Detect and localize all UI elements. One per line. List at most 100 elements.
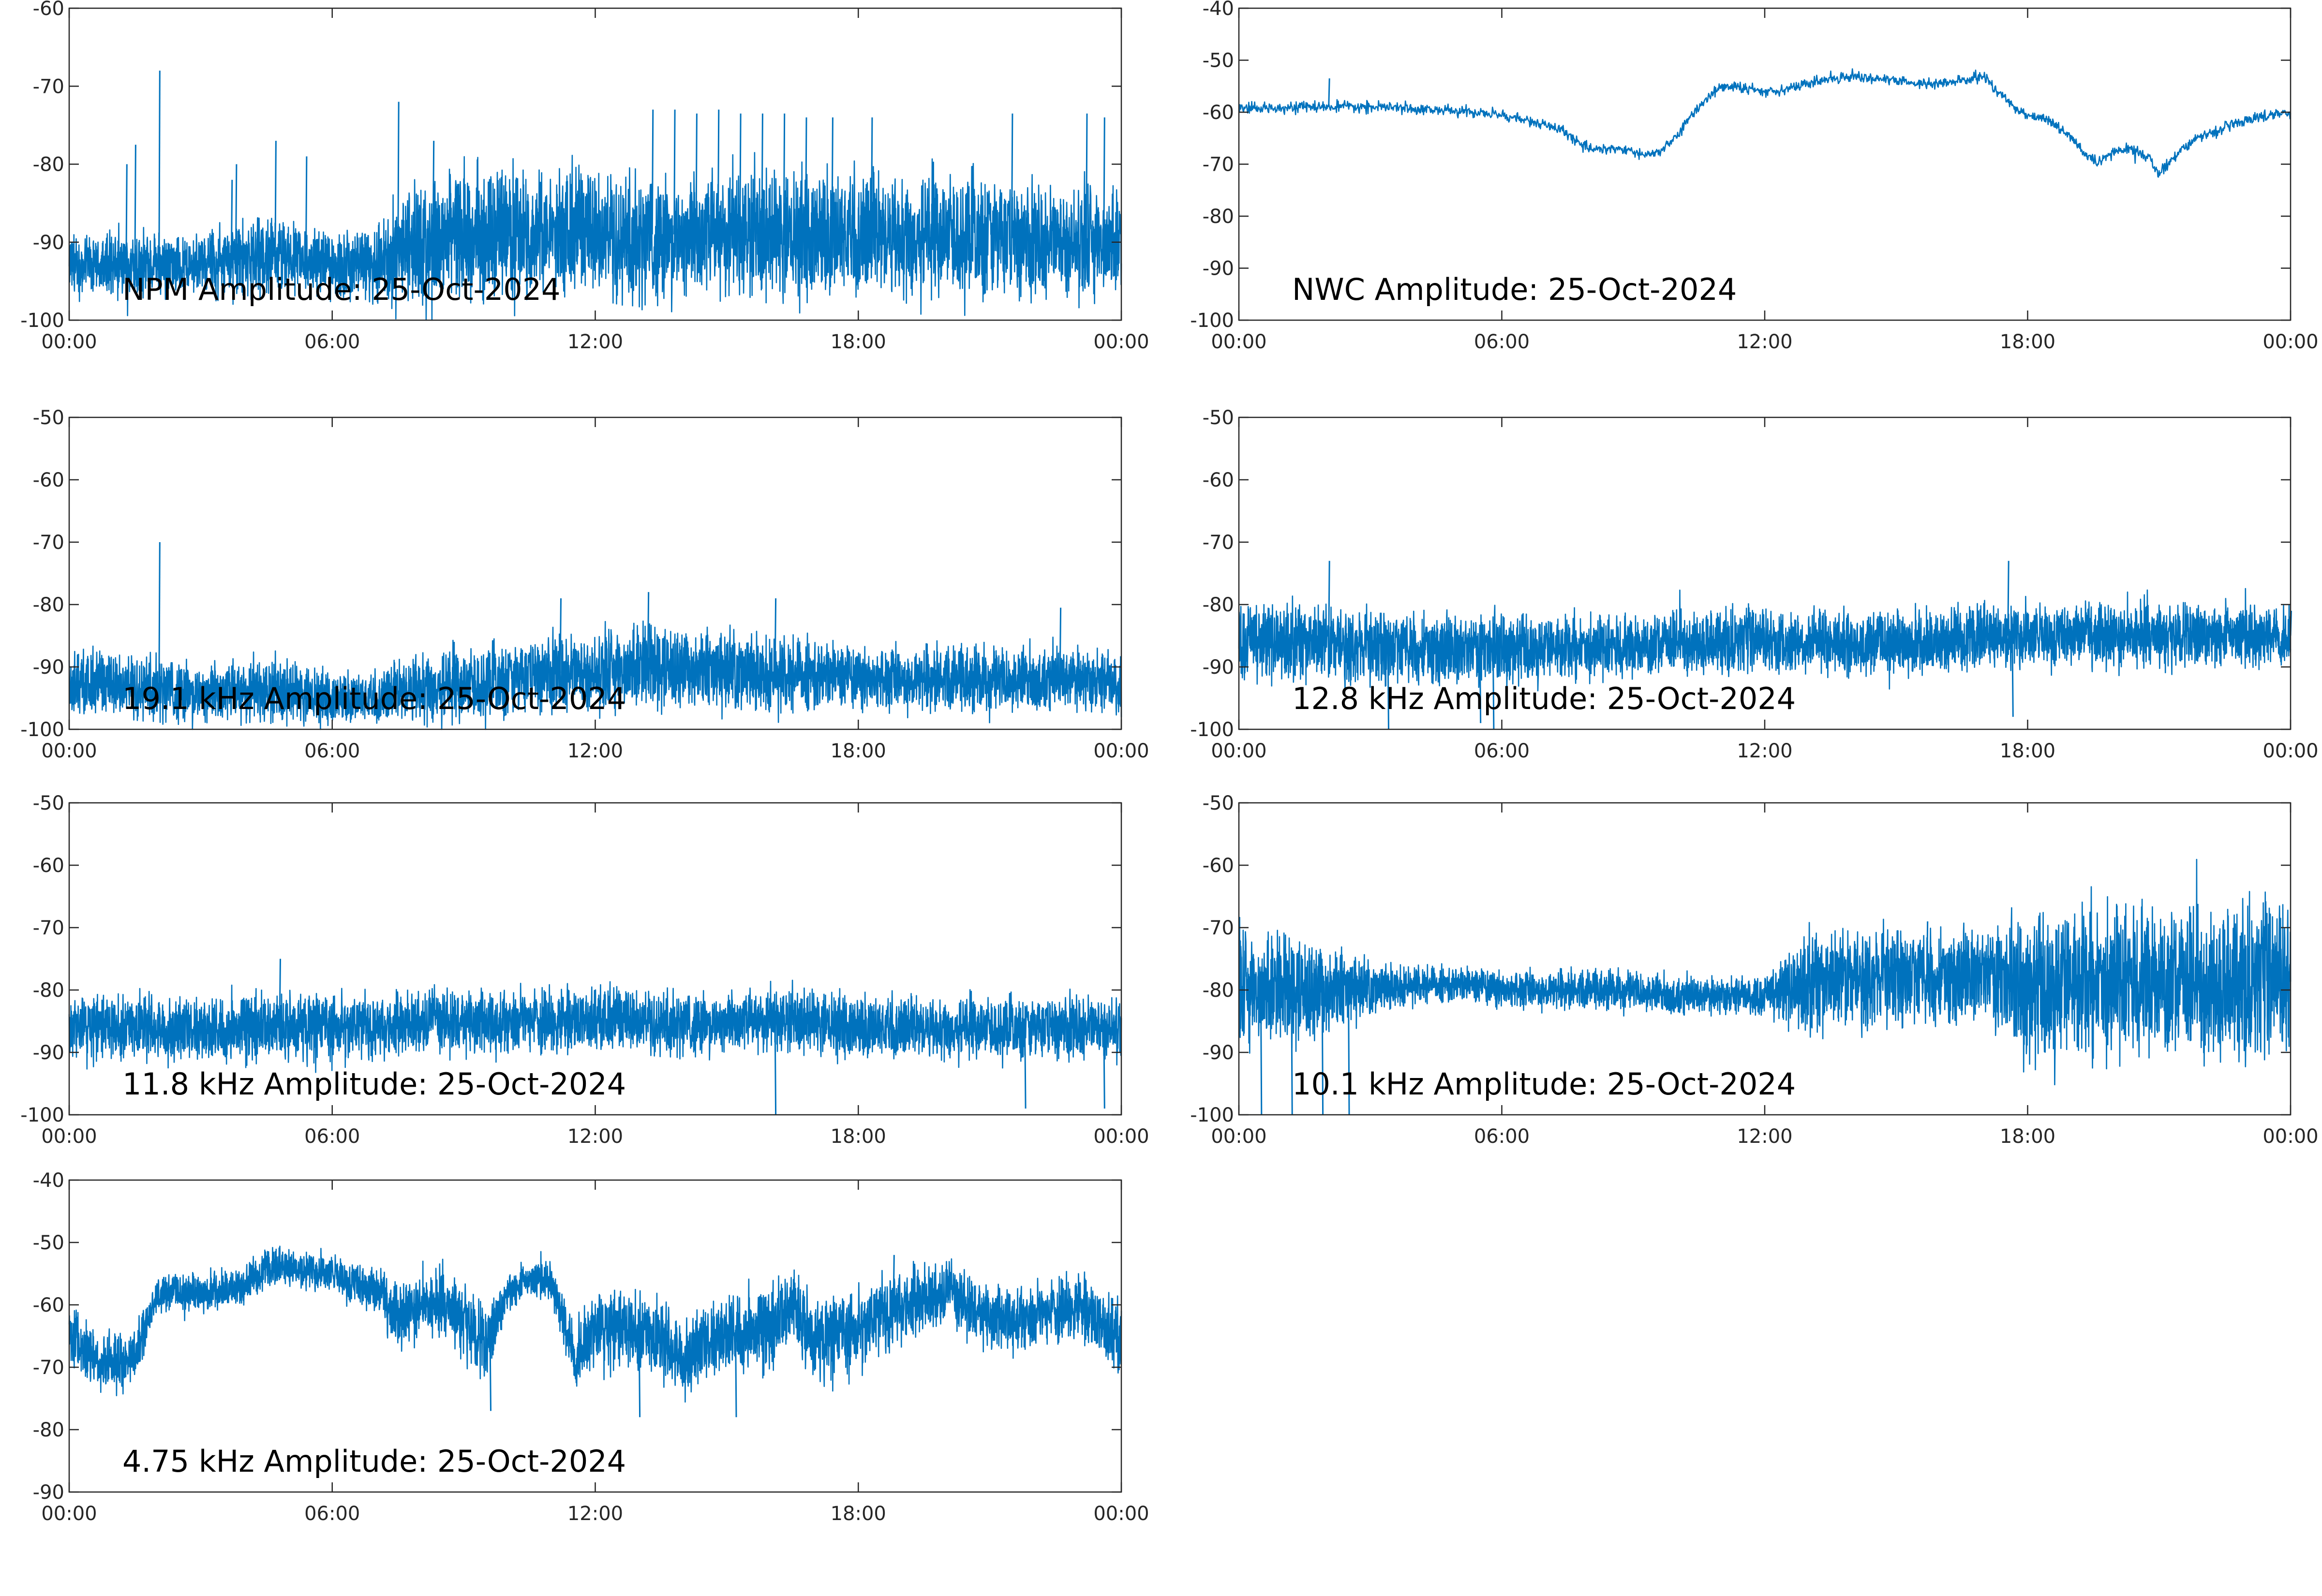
y-tick-label: -70 — [1203, 532, 1234, 554]
y-tick-label: -100 — [1190, 310, 1234, 332]
y-tick-label: -80 — [1203, 206, 1234, 228]
panel-title: 10.1 kHz Amplitude: 25-Oct-2024 — [1292, 1066, 1796, 1102]
y-tick-label: -80 — [1203, 594, 1234, 616]
x-tick-label: 00:00 — [2262, 1125, 2318, 1148]
x-tick-label: 18:00 — [2000, 331, 2055, 353]
series-spike-8 — [432, 141, 435, 240]
panel-19-1-khz: -100 -90 -80 -70 -60 -50 00:00 06:00 12:00 18:00 0… — [20, 407, 1149, 762]
x-tick-label: 06:00 — [1474, 740, 1530, 762]
series-spike-4 — [2007, 561, 2009, 636]
y-tick-label: -90 — [1203, 258, 1234, 280]
y-tick-label: -100 — [20, 310, 64, 332]
series-spike-0 — [158, 542, 161, 686]
series-spike-2 — [647, 592, 650, 667]
panel-title: 11.8 kHz Amplitude: 25-Oct-2024 — [122, 1066, 626, 1102]
series-spike-21 — [1103, 117, 1105, 242]
panel-4-75-khz: -90 -80 -70 -60 -50 -40 00:00 06:00 12:00 18:00 00… — [33, 1169, 1149, 1525]
series-spike-1 — [638, 1330, 641, 1418]
x-tick-label: 00:00 — [1211, 740, 1266, 762]
panel-nwc: -100 -90 -80 -70 -60 -50 -40 00:00 06:00 12:00 18:… — [1190, 0, 2318, 353]
x-tick-label: 12:00 — [567, 1503, 623, 1525]
series-spike-10 — [673, 109, 676, 235]
series-spike-14 — [761, 113, 763, 235]
series-spike-3 — [1492, 648, 1495, 730]
panel-11-8-khz: -100 -90 -80 -70 -60 -50 00:00 06:00 12:00 18:00 0… — [20, 792, 1149, 1148]
y-tick-label: -90 — [33, 232, 64, 254]
series-spike-15 — [783, 113, 786, 235]
x-tick-label: 12:00 — [1737, 1125, 1792, 1148]
x-tick-label: 12:00 — [567, 331, 623, 353]
x-tick-label: 00:00 — [2262, 331, 2318, 353]
series-line — [1238, 858, 2292, 1085]
y-tick-label: -60 — [1203, 855, 1234, 877]
ticks-layer: -100 -90 -80 -70 -60 -50 00:00 06:00 12:00 18:00 0… — [20, 407, 1149, 762]
x-tick-label: 18:00 — [2000, 740, 2055, 762]
y-tick-label: -90 — [33, 1042, 64, 1064]
panel-title: 12.8 kHz Amplitude: 25-Oct-2024 — [1292, 681, 1796, 716]
series-spike-0 — [125, 164, 128, 266]
y-tick-label: -100 — [1190, 719, 1234, 741]
ticks-layer: -100 -90 -80 -70 -60 -50 00:00 06:00 12:00 18:00 0… — [1190, 792, 2318, 1148]
series-spike-17 — [831, 117, 834, 235]
series-line — [68, 1245, 1122, 1403]
x-tick-label: 00:00 — [1093, 331, 1149, 353]
series-spike-7 — [397, 102, 400, 254]
y-tick-label: -90 — [33, 656, 64, 679]
y-tick-label: -50 — [33, 1232, 64, 1254]
x-tick-label: 18:00 — [831, 331, 886, 353]
x-tick-label: 06:00 — [304, 1503, 360, 1525]
panel-npm: -100 -90 -80 -70 -60 00:00 06:00 12:00 18:00 00:0… — [20, 0, 1149, 353]
x-tick-label: 06:00 — [304, 740, 360, 762]
y-tick-label: -100 — [20, 1104, 64, 1126]
y-tick-label: -100 — [1190, 1104, 1234, 1126]
y-tick-label: -70 — [33, 75, 64, 98]
series-spike-0 — [1328, 561, 1330, 643]
y-tick-label: -50 — [1203, 792, 1234, 814]
series-spike-16 — [805, 117, 807, 235]
series-layer — [68, 1245, 1122, 1418]
panel-title: NWC Amplitude: 25-Oct-2024 — [1292, 272, 1737, 307]
y-tick-label: -60 — [33, 0, 64, 20]
series-spike-11 — [695, 113, 698, 235]
y-tick-label: -100 — [20, 719, 64, 741]
series-spike-2 — [158, 70, 161, 266]
series-spike-18 — [870, 117, 873, 235]
y-tick-label: -70 — [1203, 154, 1234, 176]
panel-title: 4.75 kHz Amplitude: 25-Oct-2024 — [122, 1444, 626, 1479]
ticks-layer: -100 -90 -80 -70 -60 00:00 06:00 12:00 18:00 00:0… — [20, 0, 1149, 353]
series-spike-12 — [717, 109, 720, 235]
y-tick-label: -70 — [33, 532, 64, 554]
y-tick-label: -90 — [1203, 1042, 1234, 1064]
series-spike-1 — [559, 598, 562, 673]
panel-title: 19.1 kHz Amplitude: 25-Oct-2024 — [122, 681, 626, 716]
series-spike-3 — [1348, 990, 1350, 1115]
x-tick-label: 06:00 — [304, 331, 360, 353]
y-tick-label: -50 — [33, 407, 64, 429]
y-tick-label: -60 — [1203, 469, 1234, 491]
x-tick-label: 18:00 — [831, 1503, 886, 1525]
y-tick-label: -70 — [33, 1357, 64, 1379]
x-tick-label: 00:00 — [41, 331, 97, 353]
series-line — [68, 621, 1122, 730]
series-spike-3 — [774, 598, 777, 673]
x-tick-label: 18:00 — [831, 1125, 886, 1148]
x-tick-label: 18:00 — [831, 740, 886, 762]
x-tick-label: 06:00 — [1474, 1125, 1530, 1148]
series-spike-2 — [1024, 1027, 1027, 1109]
x-tick-label: 12:00 — [1737, 740, 1792, 762]
series-spike-1 — [1291, 990, 1293, 1115]
series-spike-1 — [1387, 648, 1389, 730]
x-tick-label: 00:00 — [1093, 1125, 1149, 1148]
ticks-layer: -100 -90 -80 -70 -60 -50 00:00 06:00 12:00 18:00 0… — [1190, 407, 2318, 762]
series-spike-0 — [279, 959, 281, 1028]
ticks-layer: -90 -80 -70 -60 -50 -40 00:00 06:00 12:00 18:00 00… — [33, 1169, 1149, 1525]
series-spike-4 — [1926, 921, 1929, 978]
x-tick-label: 00:00 — [1093, 740, 1149, 762]
y-tick-label: -80 — [33, 1419, 64, 1441]
x-tick-label: 00:00 — [1211, 1125, 1266, 1148]
series-spike-6 — [305, 156, 308, 261]
series-spike-4 — [235, 164, 238, 260]
y-tick-label: -80 — [33, 979, 64, 1002]
series-spike-3 — [230, 179, 233, 260]
